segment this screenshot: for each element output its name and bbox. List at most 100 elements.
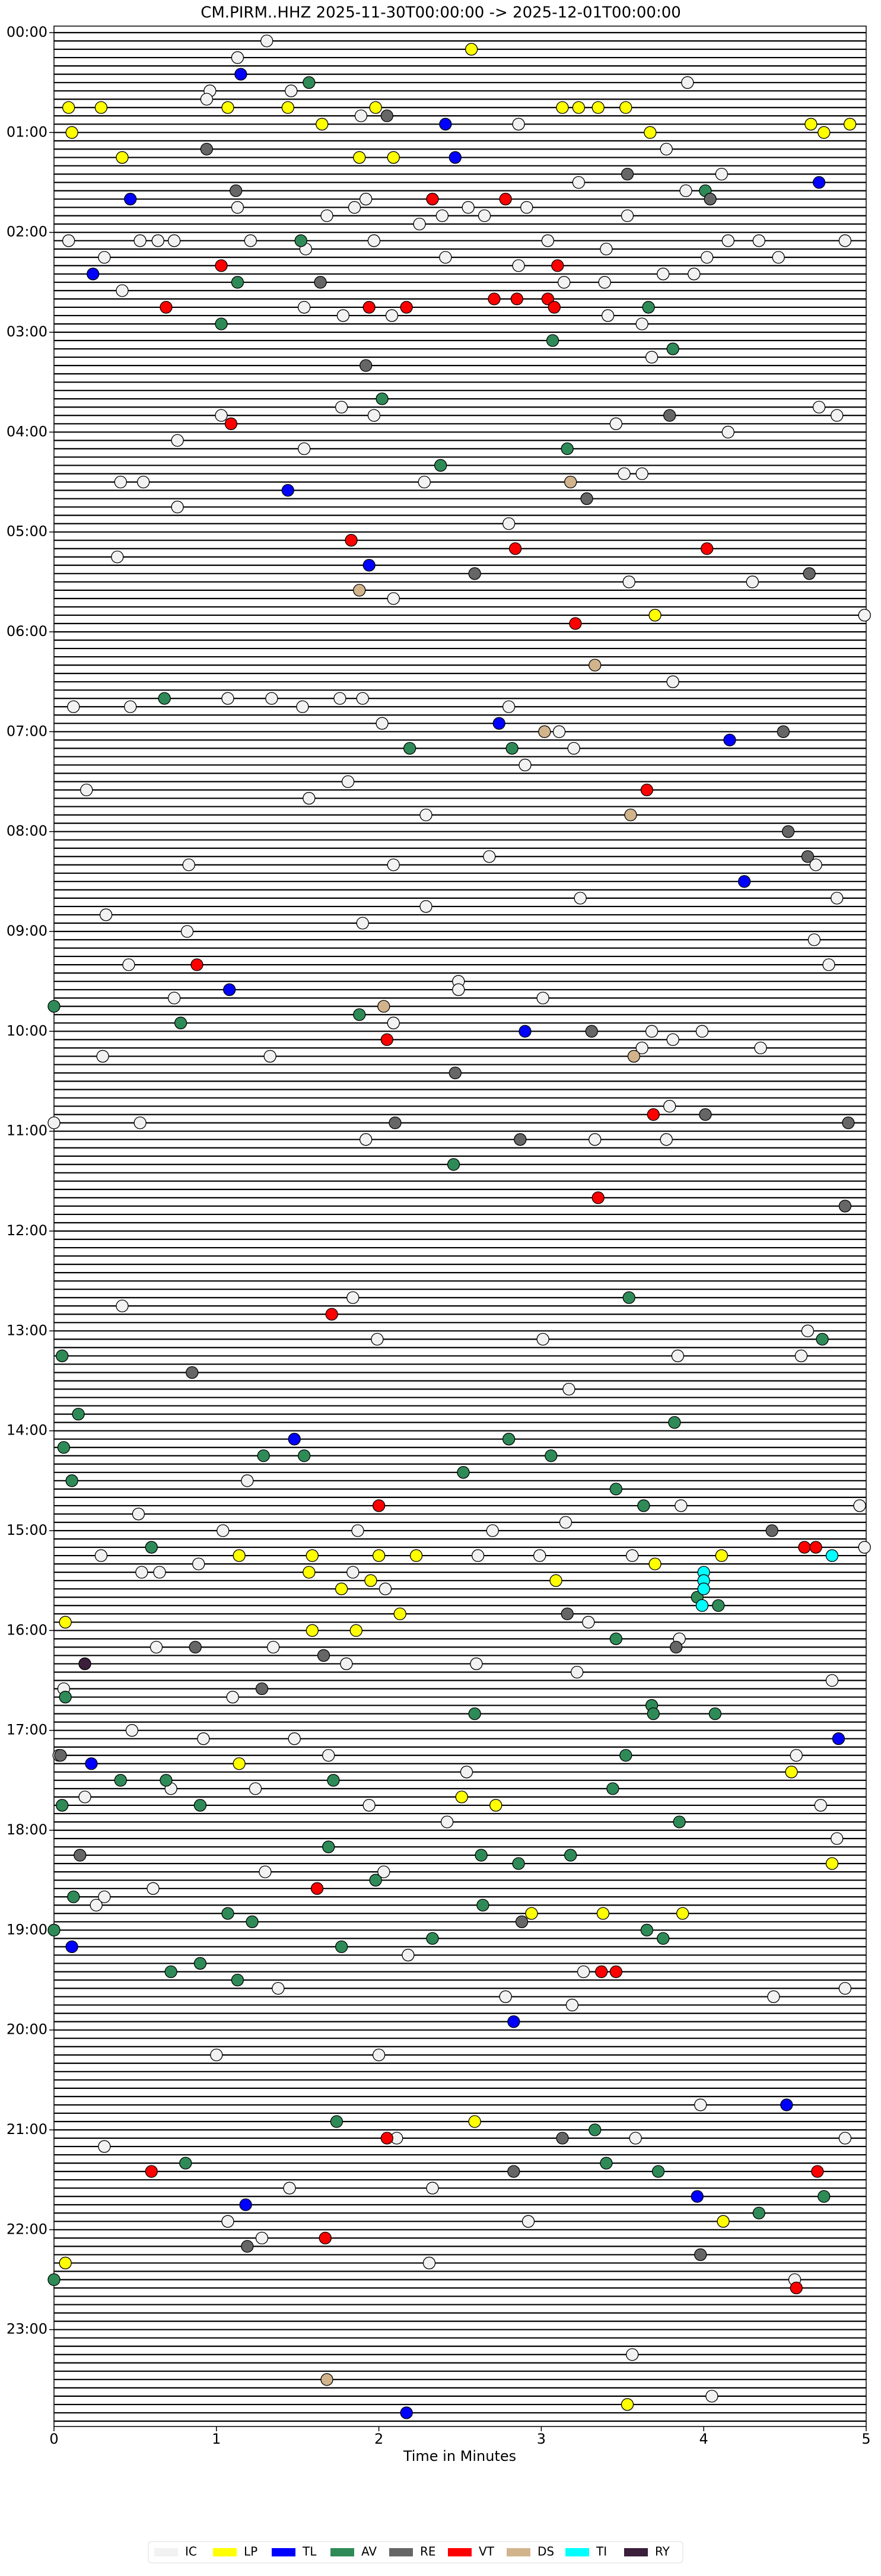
event-marker [619,1749,632,1762]
event-marker [460,1766,473,1779]
event-marker [853,1499,866,1512]
y-tick-label: 02:00 [7,224,47,240]
event-marker [158,692,171,705]
event-marker [519,758,532,772]
event-marker [124,700,137,713]
event-marker [303,1566,316,1579]
y-tick-label: 03:00 [7,323,47,340]
event-marker [221,101,234,114]
event-marker [549,1574,562,1587]
event-marker [160,1774,173,1787]
event-marker [596,1907,610,1920]
event-marker [475,1849,488,1862]
event-marker [303,791,316,805]
event-marker [322,1749,335,1762]
legend-swatch [272,2548,295,2556]
event-marker [642,301,655,314]
event-marker [285,84,298,97]
event-marker [681,76,694,89]
event-marker [589,659,602,672]
event-marker [80,783,93,797]
event-marker [197,1732,210,1745]
event-marker [124,192,137,206]
event-marker [561,1607,574,1620]
event-marker [319,2231,332,2245]
event-marker [838,1200,852,1213]
event-marker [801,850,815,863]
legend-swatch [389,2548,413,2556]
event-marker [798,1541,811,1554]
event-marker [353,1008,366,1021]
legend-swatch [507,2548,530,2556]
legend-label: TI [596,2545,607,2559]
event-marker [670,1640,683,1654]
event-marker [387,858,400,872]
event-marker [294,234,307,247]
event-marker [832,1732,845,1745]
event-marker [56,1349,69,1363]
event-marker [551,259,564,272]
event-marker [488,292,501,306]
event-marker [221,1907,234,1920]
event-marker [492,717,505,730]
event-marker [87,268,100,281]
event-marker [74,1849,87,1862]
event-marker [483,850,496,863]
event-marker [325,1308,338,1321]
event-marker [387,151,400,164]
event-marker [389,1116,402,1130]
event-marker [468,1707,481,1720]
event-marker [559,1516,573,1529]
event-marker [538,725,551,738]
event-marker [701,251,714,264]
event-marker [561,442,574,456]
event-marker [624,808,637,822]
legend-label: TL [302,2545,317,2559]
event-marker [519,1025,532,1038]
event-marker [651,2165,665,2178]
event-marker [663,1099,676,1113]
event-marker [335,400,348,414]
event-marker [533,1549,546,1562]
y-tick-label: 15:00 [7,1522,47,1538]
plot-frame [53,26,867,2427]
event-marker [78,1657,91,1671]
event-marker [90,1898,103,1912]
y-tick-label: 14:00 [7,1422,47,1439]
event-marker [499,192,512,206]
legend-swatch [213,2548,237,2556]
event-marker [193,1957,207,1970]
y-tick-label: 06:00 [7,623,47,640]
event-marker [114,475,127,489]
event-marker [340,1657,353,1671]
event-marker [676,1907,689,1920]
event-marker [705,2390,718,2403]
event-marker [246,1915,259,1928]
event-marker [777,725,790,738]
event-marker [65,1940,78,1954]
event-marker [132,1508,145,1521]
event-marker [346,1291,360,1304]
legend-label: RE [420,2545,436,2559]
event-marker [223,983,236,996]
event-marker [452,983,465,996]
event-marker [804,117,818,131]
event-marker [360,359,373,372]
event-marker [814,1799,827,1812]
event-marker [809,1541,822,1554]
event-marker [356,917,369,930]
event-marker [330,2115,344,2128]
event-marker [666,1033,679,1047]
event-marker [673,1815,686,1828]
event-marker [602,309,615,322]
event-marker [353,584,366,597]
event-marker [843,117,857,131]
event-marker [626,1549,639,1562]
event-marker [691,2190,704,2203]
event-marker [489,1799,502,1812]
event-marker [600,243,613,256]
event-marker [367,409,381,422]
event-marker [85,1757,98,1770]
event-marker [151,234,164,247]
event-marker [621,209,634,222]
